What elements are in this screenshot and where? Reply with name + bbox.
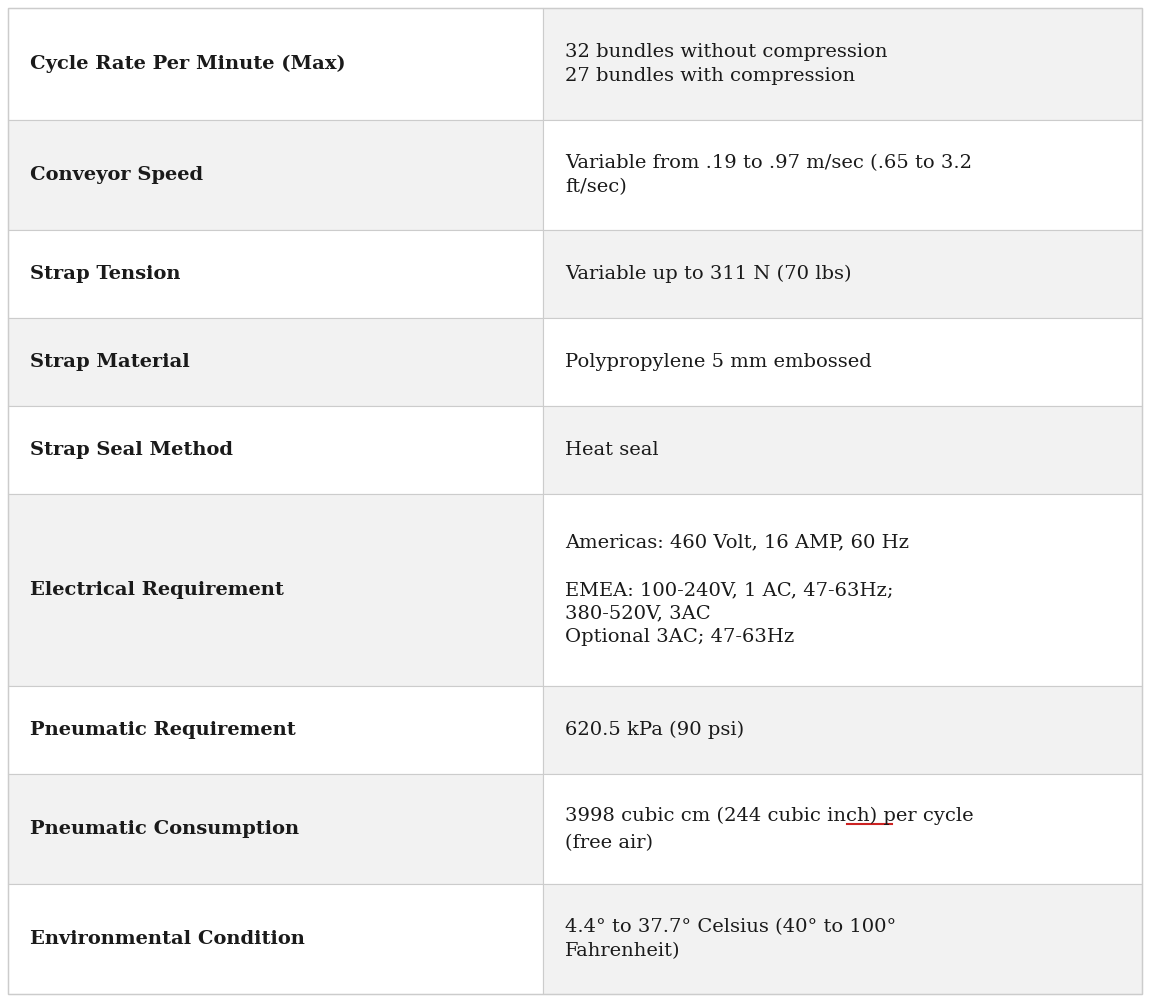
Bar — [543, 494, 1142, 686]
Text: Strap Tension: Strap Tension — [30, 265, 181, 283]
Text: Cycle Rate Per Minute (Max): Cycle Rate Per Minute (Max) — [30, 55, 346, 73]
Text: Conveyor Speed: Conveyor Speed — [30, 166, 204, 184]
Text: Pneumatic Requirement: Pneumatic Requirement — [30, 721, 296, 739]
Bar — [543, 8, 1142, 120]
Bar — [8, 8, 543, 120]
Bar — [8, 230, 543, 318]
Text: Electrical Requirement: Electrical Requirement — [30, 581, 284, 599]
Bar — [543, 120, 1142, 230]
Text: 32 bundles without compression
27 bundles with compression: 32 bundles without compression 27 bundle… — [565, 43, 888, 85]
Bar — [8, 406, 543, 494]
Text: Americas: 460 Volt, 16 AMP, 60 Hz

EMEA: 100-240V, 1 AC, 47-63Hz;
380-520V, 3AC
: Americas: 460 Volt, 16 AMP, 60 Hz EMEA: … — [565, 534, 908, 646]
Bar — [8, 884, 543, 994]
Bar — [8, 494, 543, 686]
Text: Heat seal: Heat seal — [565, 441, 659, 459]
Text: 4.4° to 37.7° Celsius (40° to 100°
Fahrenheit): 4.4° to 37.7° Celsius (40° to 100° Fahre… — [565, 918, 896, 960]
Text: Variable up to 311 N (70 lbs): Variable up to 311 N (70 lbs) — [565, 265, 851, 284]
Text: Variable from .19 to .97 m/sec (.65 to 3.2
ft/sec): Variable from .19 to .97 m/sec (.65 to 3… — [565, 154, 972, 195]
Bar — [543, 686, 1142, 774]
Bar — [8, 318, 543, 406]
Bar — [543, 406, 1142, 494]
Text: Strap Material: Strap Material — [30, 353, 190, 371]
Bar — [543, 230, 1142, 318]
Text: 3998 cubic cm (244 cubic inch) per cycle: 3998 cubic cm (244 cubic inch) per cycle — [565, 807, 974, 825]
Bar — [543, 318, 1142, 406]
Bar — [8, 774, 543, 884]
Text: Pneumatic Consumption: Pneumatic Consumption — [30, 820, 299, 838]
Bar — [8, 686, 543, 774]
Text: Polypropylene 5 mm embossed: Polypropylene 5 mm embossed — [565, 353, 872, 371]
Bar — [543, 884, 1142, 994]
Bar — [8, 120, 543, 230]
Bar — [543, 774, 1142, 884]
Text: Strap Seal Method: Strap Seal Method — [30, 441, 233, 459]
Text: 620.5 kPa (90 psi): 620.5 kPa (90 psi) — [565, 720, 744, 739]
Text: (free air): (free air) — [565, 834, 653, 852]
Text: Environmental Condition: Environmental Condition — [30, 930, 305, 948]
